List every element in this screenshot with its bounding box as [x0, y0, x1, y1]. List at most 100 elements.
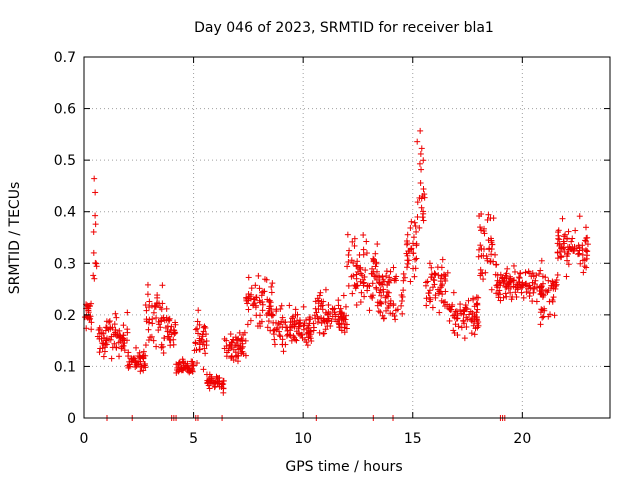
data-point — [103, 324, 110, 331]
data-point — [238, 350, 245, 357]
data-point — [502, 272, 509, 279]
data-point — [545, 313, 552, 320]
data-point — [265, 318, 272, 325]
data-point — [264, 296, 271, 303]
data-point — [403, 237, 410, 244]
data-point — [343, 325, 350, 332]
data-point — [513, 293, 520, 300]
data-point — [227, 331, 234, 338]
data-point — [363, 238, 370, 245]
data-point — [554, 255, 561, 262]
data-point — [358, 289, 365, 296]
data-point — [290, 313, 297, 320]
data-point — [500, 277, 507, 284]
data-point — [576, 213, 583, 220]
data-point — [121, 337, 128, 344]
data-point — [260, 288, 267, 295]
data-point — [166, 317, 173, 324]
data-point — [488, 239, 495, 246]
data-point — [213, 373, 220, 380]
data-point — [133, 344, 140, 351]
data-point — [414, 138, 421, 145]
data-point — [180, 362, 187, 369]
data-point — [505, 281, 512, 288]
data-point — [94, 333, 101, 340]
data-point — [568, 238, 575, 245]
data-point — [139, 353, 146, 360]
data-point — [259, 307, 266, 314]
data-point — [210, 379, 217, 386]
data-point — [423, 295, 430, 302]
data-point — [100, 330, 107, 337]
data-point — [413, 242, 420, 249]
data-point — [263, 312, 270, 319]
data-point — [96, 324, 103, 331]
data-point — [475, 253, 482, 260]
data-point — [403, 264, 410, 271]
data-point — [399, 293, 406, 300]
data-point — [120, 322, 127, 329]
data-point — [308, 337, 315, 344]
data-point — [429, 284, 436, 291]
data-point — [196, 321, 203, 328]
data-point — [551, 312, 558, 319]
data-point — [465, 297, 472, 304]
data-point — [223, 342, 230, 349]
data-point — [565, 246, 572, 253]
data-point — [378, 292, 385, 299]
data-point — [235, 352, 242, 359]
data-point — [550, 294, 557, 301]
data-point — [168, 323, 175, 330]
data-point — [98, 335, 105, 342]
data-point — [514, 285, 521, 292]
data-point — [411, 219, 418, 226]
data-point — [271, 336, 278, 343]
data-point — [423, 302, 430, 309]
data-point — [329, 313, 336, 320]
data-point — [142, 342, 149, 349]
data-point — [364, 287, 371, 294]
data-point — [480, 276, 487, 283]
data-point — [121, 347, 128, 354]
data-point — [390, 302, 397, 309]
data-point — [92, 221, 99, 228]
data-point — [357, 266, 364, 273]
data-point — [194, 360, 201, 367]
data-point — [439, 281, 446, 288]
data-point — [549, 297, 556, 304]
data-point — [282, 324, 289, 331]
data-point — [325, 317, 332, 324]
data-point — [384, 282, 391, 289]
data-point — [92, 259, 99, 266]
data-point — [536, 287, 543, 294]
data-point — [502, 290, 509, 297]
data-point — [432, 271, 439, 278]
data-point — [495, 294, 502, 301]
data-point — [108, 333, 115, 340]
x-tick-labels: 0 5 10 15 20 — [80, 431, 532, 447]
data-point — [370, 258, 377, 265]
data-point — [532, 277, 539, 284]
data-point — [404, 257, 411, 264]
data-point — [565, 228, 572, 235]
data-point — [464, 316, 471, 323]
data-point — [438, 297, 445, 304]
data-point — [381, 315, 388, 322]
data-point — [475, 294, 482, 301]
data-point — [390, 264, 397, 271]
data-point — [426, 287, 433, 294]
data-point — [166, 329, 173, 336]
data-point — [275, 320, 282, 327]
y-tick-label: 0.6 — [54, 102, 76, 118]
data-point — [533, 298, 540, 305]
x-axis-label: GPS time / hours — [285, 459, 402, 475]
data-point — [324, 311, 331, 318]
data-point — [387, 268, 394, 275]
data-point — [270, 331, 277, 338]
data-point — [525, 285, 532, 292]
data-point — [252, 304, 259, 311]
data-point — [383, 307, 390, 314]
x-tick-label: 0 — [80, 431, 89, 447]
data-point — [135, 361, 142, 368]
data-point — [474, 314, 481, 321]
